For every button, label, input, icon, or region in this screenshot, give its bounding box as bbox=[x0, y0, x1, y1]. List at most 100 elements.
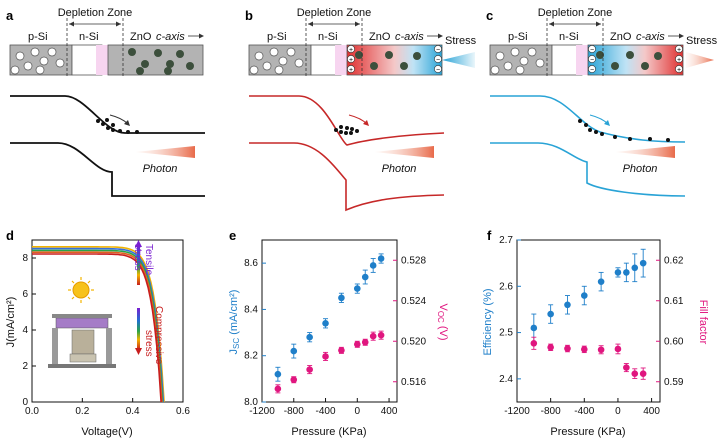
arrow-up-icon bbox=[135, 240, 142, 247]
electron-dot bbox=[413, 52, 421, 60]
panel-letter-c: c bbox=[486, 8, 493, 23]
electron-dot bbox=[136, 67, 144, 75]
c-axis-label: c-axis bbox=[156, 31, 185, 43]
p-si-label: p-Si bbox=[508, 31, 528, 43]
charge-sign: − bbox=[590, 47, 594, 54]
x-tick-label: -800 bbox=[284, 406, 304, 417]
charge-sign: + bbox=[349, 47, 353, 54]
hole-dot bbox=[269, 47, 279, 57]
valence-band bbox=[249, 142, 445, 212]
photon-arrow-icon bbox=[135, 146, 195, 158]
y2-tick-label: 0.60 bbox=[664, 336, 684, 347]
hole-dot bbox=[286, 47, 296, 57]
stress-arrow-icon bbox=[686, 52, 714, 68]
frame-right bbox=[106, 328, 112, 364]
electron-dot bbox=[111, 128, 115, 132]
zno-region bbox=[346, 44, 443, 76]
hole-dot bbox=[503, 61, 513, 71]
n-si-label: n-Si bbox=[318, 31, 338, 43]
charge-sign: + bbox=[677, 57, 681, 64]
electron-dot bbox=[345, 126, 349, 130]
electron-dot bbox=[641, 62, 649, 70]
stress-arrow-icon bbox=[442, 52, 475, 68]
plot-frame bbox=[516, 239, 661, 403]
panel-letter-d: d bbox=[6, 228, 14, 243]
electron-dot bbox=[135, 130, 139, 134]
y-axis-label: Efficiency (%) bbox=[482, 288, 494, 355]
electron-dot bbox=[126, 130, 130, 134]
electron-dot bbox=[349, 131, 353, 135]
interface-region bbox=[576, 45, 588, 75]
sun-icon bbox=[72, 281, 90, 299]
hole-dot bbox=[278, 56, 288, 66]
x-tick-label: -1200 bbox=[249, 406, 275, 417]
data-point bbox=[547, 310, 554, 318]
data-point bbox=[623, 269, 630, 276]
hole-dot bbox=[535, 58, 545, 68]
electron-dot bbox=[334, 128, 338, 132]
data-point bbox=[306, 333, 313, 341]
solar-cell-icon bbox=[55, 317, 109, 329]
force-gauge-icon bbox=[71, 329, 95, 355]
electron-dot bbox=[400, 62, 408, 70]
depletion-zone-label: Depletion Zone bbox=[297, 7, 372, 19]
x-tick-label: -400 bbox=[316, 406, 336, 417]
y2-axis-label: Fill factor bbox=[697, 300, 709, 345]
data-point bbox=[338, 347, 345, 354]
electron-dot bbox=[578, 119, 582, 123]
x-tick-label: 0.2 bbox=[75, 406, 89, 417]
arrow-down-icon bbox=[135, 348, 142, 355]
electron-dot bbox=[666, 138, 670, 142]
hole-dot bbox=[23, 61, 33, 71]
arrow-right-icon bbox=[355, 21, 360, 27]
electron-dot bbox=[611, 62, 619, 70]
charge-sign: − bbox=[590, 57, 594, 64]
charge-icon bbox=[434, 45, 442, 53]
data-point bbox=[639, 370, 647, 377]
panel-letter-b: b bbox=[245, 8, 253, 23]
x-tick-label: 0 bbox=[355, 406, 361, 417]
conduction-band bbox=[249, 95, 445, 146]
hole-dot bbox=[294, 58, 304, 68]
y-tick-label: 8.0 bbox=[244, 397, 258, 408]
valence-band bbox=[10, 142, 205, 197]
hole-dot bbox=[10, 65, 20, 75]
data-point bbox=[353, 285, 361, 292]
n-si-label: n-Si bbox=[559, 31, 579, 43]
photon-arrow-icon bbox=[615, 146, 675, 158]
arrow-right-icon bbox=[679, 33, 684, 39]
data-point bbox=[290, 376, 298, 384]
electron-dot bbox=[355, 51, 363, 59]
y-tick-label: 8.2 bbox=[244, 351, 258, 362]
y-axis-label: JSC (mA/cm²) bbox=[228, 290, 241, 355]
data-point bbox=[597, 278, 605, 285]
electron-dot bbox=[164, 67, 172, 75]
hole-dot bbox=[515, 65, 525, 75]
charge-icon bbox=[588, 45, 596, 53]
y2-tick-label: 0.516 bbox=[401, 377, 426, 388]
y2-tick-label: 0.61 bbox=[664, 296, 684, 307]
arrow-left-icon bbox=[549, 21, 554, 27]
electron-dot bbox=[370, 62, 378, 70]
jv-curve bbox=[32, 251, 163, 403]
zno-region bbox=[587, 44, 684, 76]
charge-icon bbox=[588, 55, 596, 63]
data-point bbox=[564, 345, 571, 352]
arrow-icon bbox=[604, 120, 610, 126]
n-si-label: n-Si bbox=[79, 31, 99, 43]
electron-dot bbox=[166, 60, 174, 68]
data-point bbox=[547, 344, 554, 351]
charge-icon bbox=[675, 65, 683, 73]
photon-label: Photon bbox=[623, 163, 658, 175]
photon-label: Photon bbox=[382, 163, 417, 175]
panel-f-eff-ff-chart: f -1200 -800 -400 0 400 2.4 2.5 2.6 2.7 0.59 0.60 0… bbox=[482, 228, 709, 438]
p-si-label: p-Si bbox=[28, 31, 48, 43]
x-tick-label: 400 bbox=[381, 406, 398, 417]
y-tick-label: 8.4 bbox=[244, 304, 258, 315]
panel-e-jsc-voc-chart: e -1200 -800 -400 0 400 8.0 8.2 8.4 8.6 0.516 0.52… bbox=[228, 228, 449, 438]
data-point bbox=[322, 320, 329, 327]
depletion-zone-label: Depletion Zone bbox=[58, 7, 133, 19]
hole-dot bbox=[274, 65, 284, 75]
charge-sign: − bbox=[590, 67, 594, 74]
electron-dot bbox=[106, 126, 110, 130]
